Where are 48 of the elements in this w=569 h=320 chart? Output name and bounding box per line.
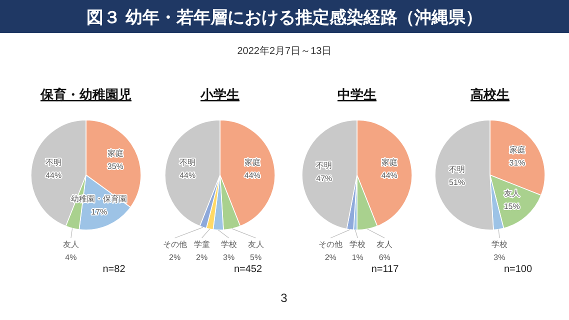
text: n=82	[102, 264, 126, 275]
text: 図３ 幼年・若年層における推定感染経路（沖縄県）	[86, 8, 482, 27]
chart-title: 中学生	[338, 87, 376, 102]
data-label: 2%	[196, 253, 208, 262]
slice-label: 不明	[449, 165, 466, 174]
slice-label: 不明	[46, 158, 62, 167]
data-label: 3%	[494, 253, 506, 262]
slice-label: 不明	[180, 158, 196, 167]
chart-title: 小学生	[200, 87, 240, 102]
text: 2022年2月7日～13日	[237, 45, 332, 57]
data-label: 5%	[250, 253, 262, 262]
slice-label: 友人	[376, 240, 393, 249]
data-label: 1%	[352, 253, 364, 262]
chart-title: 保育・幼稚園児	[40, 87, 132, 102]
data-label: 2%	[169, 253, 181, 262]
data-label: 15%	[504, 202, 520, 211]
slice-label: 友人	[248, 240, 264, 249]
text: n=117	[371, 264, 400, 275]
data-label: 51%	[449, 178, 466, 188]
slice-label: 学校	[220, 240, 237, 249]
slice-label: 学校	[491, 240, 508, 249]
slice-label: 友人	[504, 188, 520, 198]
data-label: 3%	[223, 253, 235, 262]
data-label: 31%	[509, 158, 526, 168]
text: n=100	[504, 264, 532, 275]
data-label: 44%	[244, 170, 260, 180]
slice-label: 家庭	[244, 158, 260, 167]
slice-label: 家庭	[509, 145, 526, 154]
data-label: 2%	[324, 253, 336, 262]
data-label: 17%	[91, 207, 108, 216]
slice-label: 家庭	[107, 149, 124, 158]
data-label: 44%	[180, 170, 196, 180]
slice-label: 不明	[316, 160, 332, 170]
slice-label: 友人	[62, 240, 79, 249]
data-label: 35%	[107, 162, 124, 172]
slice-label: その他	[162, 240, 187, 249]
slice-label: 学童	[194, 240, 210, 249]
slice-label: 学校	[350, 240, 366, 249]
data-label: 47%	[316, 174, 332, 183]
data-label: 44%	[381, 170, 398, 180]
data-label: 44%	[46, 170, 62, 180]
data-label: 6%	[378, 253, 390, 262]
text: n=452	[234, 264, 262, 275]
text: 3	[280, 291, 288, 305]
slice-label: その他	[318, 240, 343, 249]
data-label: 4%	[65, 253, 77, 262]
slice-label: 家庭	[381, 158, 398, 167]
chart-title: 高校生	[470, 87, 510, 102]
